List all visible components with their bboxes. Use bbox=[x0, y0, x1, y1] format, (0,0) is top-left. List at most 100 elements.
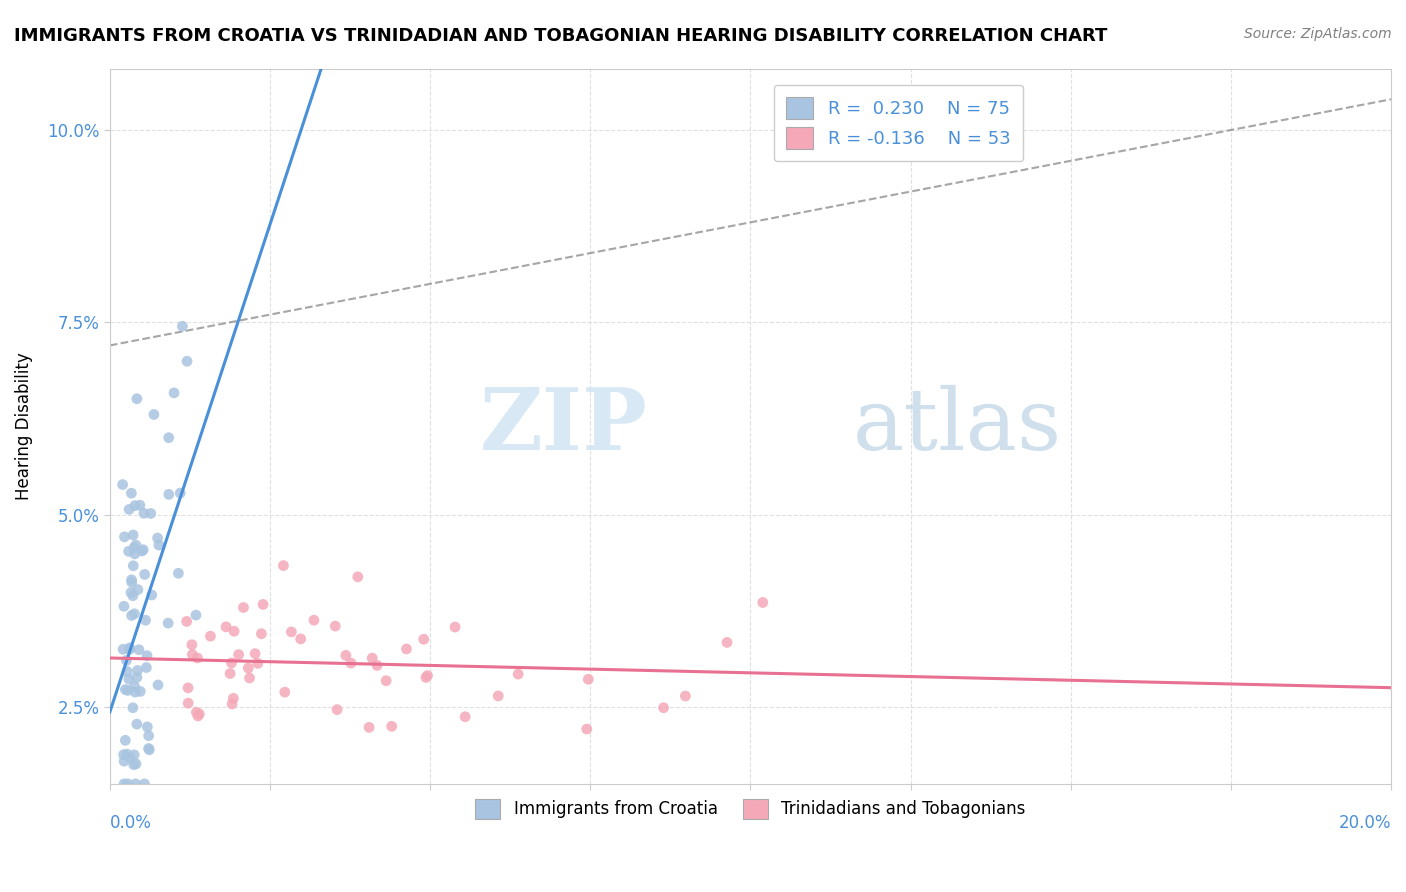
Point bbox=[243, 647, 266, 661]
Point bbox=[117, 544, 139, 558]
Point bbox=[138, 729, 160, 743]
Point bbox=[124, 685, 146, 699]
Point bbox=[132, 506, 155, 520]
Point bbox=[177, 696, 200, 710]
Point bbox=[326, 703, 349, 717]
Point bbox=[280, 624, 302, 639]
Point bbox=[120, 486, 142, 500]
Point bbox=[125, 756, 148, 771]
Point bbox=[412, 632, 434, 647]
Point bbox=[135, 660, 157, 674]
Point bbox=[200, 629, 222, 643]
Point bbox=[444, 620, 467, 634]
Text: Source: ZipAtlas.com: Source: ZipAtlas.com bbox=[1244, 27, 1392, 41]
Point bbox=[273, 558, 295, 573]
Point bbox=[112, 777, 135, 791]
Point bbox=[188, 706, 211, 721]
Point bbox=[138, 743, 160, 757]
Point bbox=[486, 689, 509, 703]
Point bbox=[222, 691, 245, 706]
Point bbox=[114, 733, 136, 747]
Point bbox=[122, 541, 145, 555]
Point bbox=[238, 661, 260, 675]
Point bbox=[508, 667, 530, 681]
Point bbox=[219, 666, 242, 681]
Point bbox=[222, 624, 245, 639]
Point bbox=[673, 689, 696, 703]
Point bbox=[215, 620, 238, 634]
Point bbox=[366, 658, 388, 673]
Point bbox=[172, 319, 194, 334]
Point bbox=[124, 547, 146, 561]
Point bbox=[290, 632, 312, 646]
Point bbox=[395, 642, 418, 657]
Point bbox=[335, 648, 357, 663]
Point bbox=[128, 498, 150, 512]
Point bbox=[157, 431, 180, 445]
Point bbox=[114, 530, 136, 544]
Text: atlas: atlas bbox=[853, 384, 1062, 467]
Point bbox=[238, 671, 260, 685]
Text: 0.0%: 0.0% bbox=[110, 814, 152, 832]
Point bbox=[186, 705, 208, 719]
Point bbox=[232, 600, 254, 615]
Point bbox=[346, 570, 368, 584]
Point bbox=[122, 528, 145, 542]
Point bbox=[115, 747, 138, 761]
Point bbox=[416, 668, 439, 682]
Point bbox=[122, 747, 145, 762]
Point bbox=[117, 683, 139, 698]
Point bbox=[752, 595, 775, 609]
Point bbox=[127, 664, 149, 678]
Point bbox=[132, 542, 155, 557]
Point bbox=[118, 672, 141, 686]
Point bbox=[115, 653, 138, 667]
Text: ZIP: ZIP bbox=[481, 384, 648, 468]
Point bbox=[375, 673, 398, 688]
Point bbox=[180, 638, 202, 652]
Point bbox=[122, 558, 145, 573]
Point bbox=[134, 613, 156, 627]
Point bbox=[136, 648, 159, 663]
Point bbox=[138, 741, 160, 756]
Point bbox=[184, 608, 207, 623]
Point bbox=[112, 599, 135, 614]
Point bbox=[157, 487, 180, 501]
Point bbox=[127, 582, 149, 597]
Text: IMMIGRANTS FROM CROATIA VS TRINIDADIAN AND TOBAGONIAN HEARING DISABILITY CORRELA: IMMIGRANTS FROM CROATIA VS TRINIDADIAN A… bbox=[14, 27, 1108, 45]
Point bbox=[250, 626, 273, 640]
Point bbox=[274, 685, 297, 699]
Point bbox=[134, 567, 156, 582]
Point bbox=[169, 486, 191, 500]
Point bbox=[122, 589, 145, 603]
Point bbox=[124, 607, 146, 621]
Point bbox=[302, 613, 325, 627]
Point bbox=[361, 651, 384, 665]
Point bbox=[575, 722, 598, 736]
Point bbox=[146, 531, 169, 545]
Point bbox=[167, 566, 190, 581]
Point bbox=[221, 656, 243, 670]
Point bbox=[163, 385, 186, 400]
Point bbox=[157, 616, 180, 631]
Point bbox=[115, 665, 138, 679]
Point bbox=[228, 648, 250, 662]
Point bbox=[112, 642, 135, 657]
Point bbox=[454, 710, 477, 724]
Point bbox=[181, 648, 204, 662]
Point bbox=[125, 538, 148, 552]
Point bbox=[142, 408, 165, 422]
Point bbox=[111, 477, 134, 491]
Point bbox=[415, 670, 437, 684]
Point bbox=[359, 720, 381, 734]
Point bbox=[112, 747, 135, 762]
Point bbox=[121, 575, 143, 590]
Point bbox=[139, 507, 162, 521]
Text: 20.0%: 20.0% bbox=[1339, 814, 1391, 832]
Point bbox=[187, 709, 209, 723]
Point bbox=[136, 720, 159, 734]
Point bbox=[122, 757, 145, 772]
Point bbox=[118, 502, 141, 516]
Point bbox=[129, 684, 152, 698]
Point bbox=[716, 635, 738, 649]
